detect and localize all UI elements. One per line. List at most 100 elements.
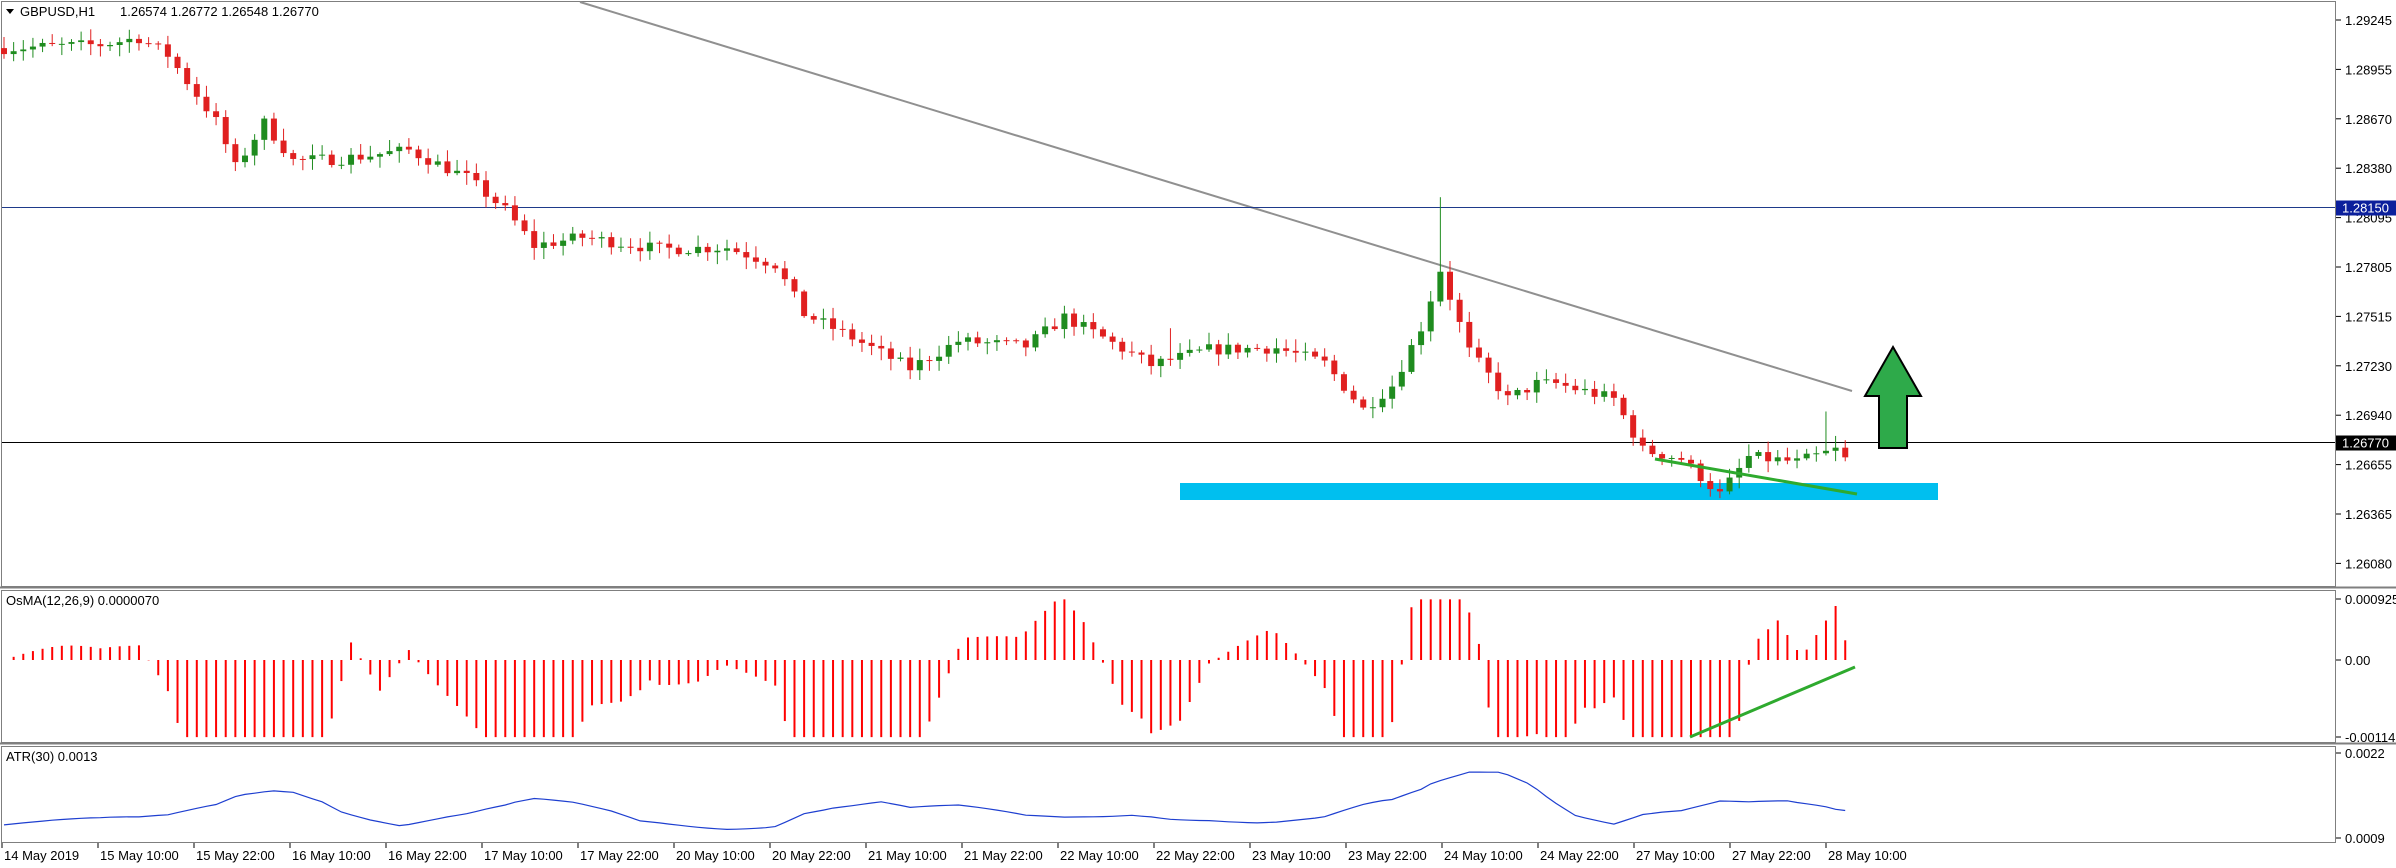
candle-body bbox=[348, 154, 355, 165]
price-tick-label: 1.26365 bbox=[2345, 507, 2392, 522]
candle-body bbox=[1022, 340, 1029, 348]
candle-body bbox=[1678, 457, 1685, 460]
candle-body bbox=[1051, 326, 1058, 330]
candle-body bbox=[1427, 301, 1434, 332]
candle-body bbox=[1649, 445, 1656, 455]
candle-body bbox=[945, 344, 952, 357]
candle-body bbox=[878, 345, 885, 349]
candle-body bbox=[20, 49, 27, 52]
candle-body bbox=[569, 233, 576, 241]
candle-body bbox=[376, 154, 383, 157]
atr-tick-label: 0.0022 bbox=[2345, 746, 2385, 761]
candle-body bbox=[791, 279, 798, 292]
candle-body bbox=[646, 242, 653, 252]
candle-body bbox=[1447, 271, 1453, 300]
price-tick-label: 1.27805 bbox=[2345, 260, 2392, 275]
candle-body bbox=[1572, 385, 1579, 391]
candle-body bbox=[1832, 447, 1839, 451]
candle-body bbox=[29, 46, 36, 50]
candle-body bbox=[155, 43, 162, 45]
candle-body bbox=[1292, 350, 1299, 353]
candle-body bbox=[810, 316, 817, 320]
candle-body bbox=[907, 357, 914, 371]
candle-body bbox=[1418, 331, 1425, 346]
candle-body bbox=[1109, 336, 1116, 342]
candle-body bbox=[473, 173, 480, 181]
candle-body bbox=[1312, 351, 1319, 357]
time-tick-label: 23 May 10:00 bbox=[1252, 848, 1331, 863]
candle-body bbox=[280, 140, 287, 154]
candle-body bbox=[1601, 391, 1608, 397]
candle-body bbox=[1688, 459, 1694, 464]
candle-body bbox=[444, 161, 451, 174]
candle-body bbox=[1398, 371, 1405, 387]
candle-body bbox=[270, 118, 277, 141]
candle-body bbox=[87, 40, 94, 45]
price-tick-label: 1.26080 bbox=[2345, 556, 2392, 571]
time-tick-label: 20 May 10:00 bbox=[676, 848, 755, 863]
candle-body bbox=[78, 40, 85, 43]
osma-label: OsMA(12,26,9) 0.0000070 bbox=[6, 593, 159, 608]
candle-body bbox=[357, 154, 364, 160]
candle-body bbox=[984, 342, 991, 344]
time-axis: 14 May 2019 15 May 10:00 15 May 22:00 16 Ma… bbox=[1, 843, 1907, 863]
candle-body bbox=[830, 318, 837, 329]
candle-body bbox=[993, 340, 1000, 343]
candle-body bbox=[1340, 374, 1347, 391]
candle-body bbox=[1630, 415, 1637, 438]
candle-body bbox=[579, 233, 586, 238]
candle-body bbox=[1032, 334, 1039, 348]
osma-tick-label: -0.001148 bbox=[2345, 730, 2396, 745]
candle-body bbox=[1543, 379, 1550, 381]
symbol-menu-triangle-icon[interactable] bbox=[6, 9, 14, 14]
candle-body bbox=[1822, 450, 1829, 454]
candle-body bbox=[290, 153, 297, 159]
candle-body bbox=[309, 155, 316, 160]
candle-body bbox=[1013, 340, 1020, 342]
candle-body bbox=[1389, 386, 1396, 399]
atr-line bbox=[3, 771, 1846, 831]
candle-body bbox=[242, 155, 248, 163]
candle-body bbox=[1581, 388, 1588, 391]
osma-trendline bbox=[1689, 665, 1856, 739]
candle-body bbox=[1466, 321, 1473, 348]
price-tick-label: 1.29245 bbox=[2345, 13, 2392, 28]
candle-body bbox=[1331, 360, 1338, 375]
candle-body bbox=[1726, 477, 1733, 492]
candle-body bbox=[116, 42, 123, 45]
candle-body bbox=[319, 154, 326, 156]
candle-body bbox=[560, 240, 567, 246]
candle-body bbox=[1514, 389, 1521, 396]
candle-body bbox=[107, 44, 114, 47]
candle-body bbox=[955, 341, 962, 345]
price-tag-resistance: 1.28150 bbox=[2336, 200, 2396, 216]
price-tag-current: 1.26770 bbox=[2336, 435, 2396, 451]
candle-body bbox=[1128, 351, 1135, 353]
candle-body bbox=[666, 243, 673, 248]
candle-body bbox=[1177, 352, 1184, 360]
candle-body bbox=[1745, 455, 1752, 468]
osma-tick-label: 0.0009254 bbox=[2345, 592, 2396, 607]
candle-body bbox=[502, 203, 509, 206]
time-tick-label: 23 May 22:00 bbox=[1348, 848, 1427, 863]
candle-body bbox=[1784, 457, 1791, 461]
osma-tick-label: 0.00 bbox=[2345, 653, 2370, 668]
candle-body bbox=[724, 248, 730, 251]
candle-body bbox=[454, 170, 461, 174]
atr-pane-frame bbox=[1, 746, 2336, 843]
candle-body bbox=[386, 151, 393, 155]
candle-body bbox=[251, 139, 258, 156]
candle-body bbox=[762, 261, 769, 266]
candle-body bbox=[1524, 389, 1531, 393]
time-tick-label: 27 May 22:00 bbox=[1732, 848, 1811, 863]
candle-body bbox=[1186, 349, 1193, 353]
candle-body bbox=[675, 247, 682, 255]
candle-body bbox=[1408, 345, 1415, 372]
candle-body bbox=[49, 42, 56, 44]
candle-body bbox=[1707, 481, 1714, 490]
candle-body bbox=[772, 265, 779, 269]
price-axis: 1.292451.289551.286701.283801.280951.278… bbox=[2336, 13, 2392, 571]
candle-body bbox=[1755, 452, 1762, 456]
candle-body bbox=[540, 242, 547, 248]
